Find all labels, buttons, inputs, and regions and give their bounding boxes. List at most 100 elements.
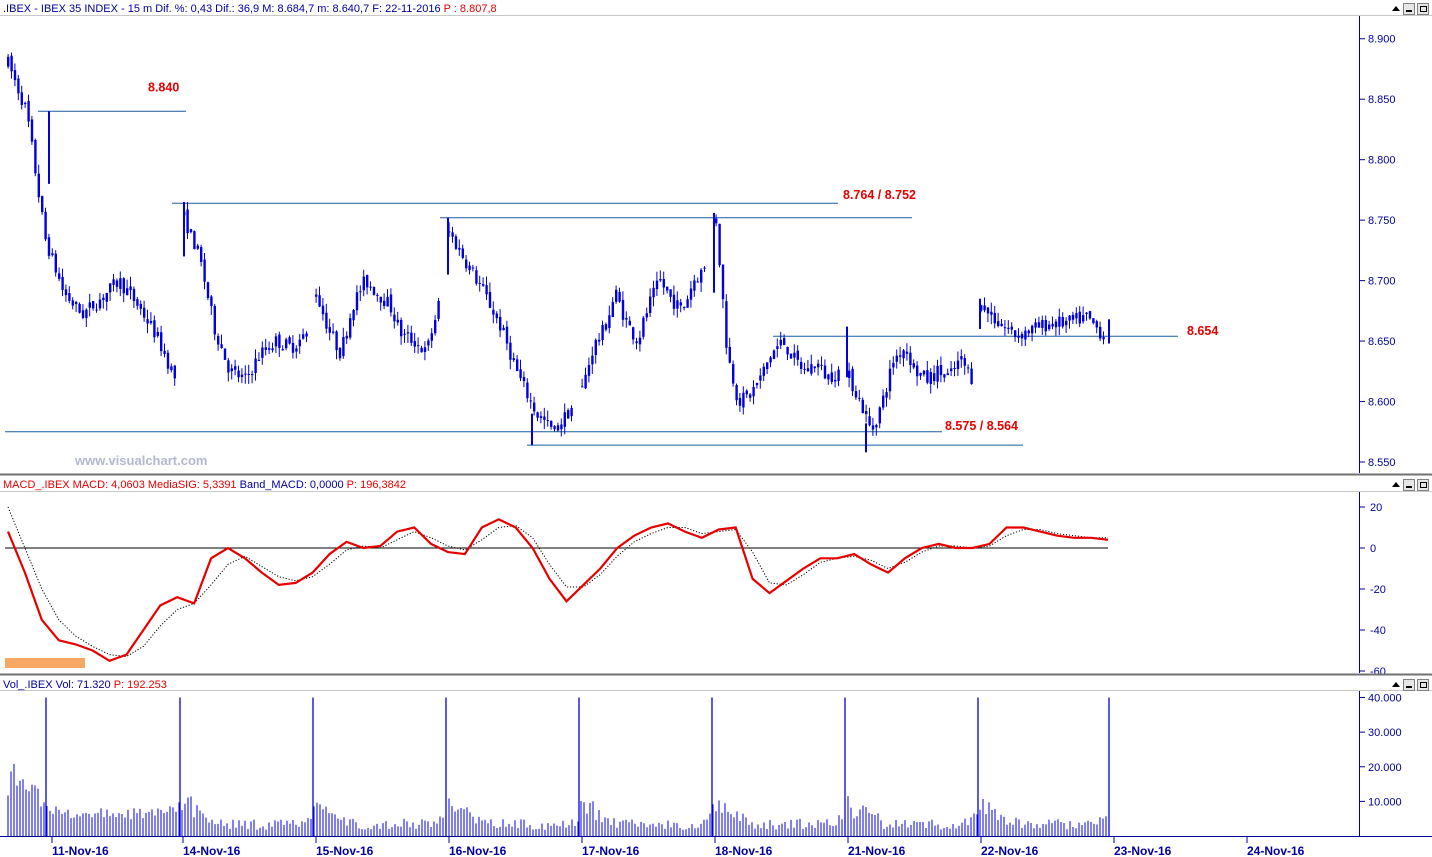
candle-body [865,411,868,415]
candle-body [488,292,492,308]
candle-body [437,300,440,319]
candle-body [1085,312,1088,314]
candle-body [570,407,573,417]
candle-body [715,218,718,224]
candle-body [362,276,365,291]
candle-body [601,324,604,340]
candle-body [10,55,13,72]
restore-button[interactable] [1417,479,1429,491]
candle-body [383,300,386,307]
scroll-up-arrow-icon[interactable] [1392,6,1400,11]
candle-body [858,397,861,399]
candle-body [305,333,308,337]
candle-body [721,264,725,300]
minimize-button[interactable] [1403,3,1415,15]
candle-body [936,365,939,382]
candle-body [1037,322,1041,328]
minimize-button[interactable] [1403,479,1415,491]
scroll-up-arrow-icon[interactable] [1392,482,1400,487]
candle-body [742,392,745,408]
macd-y-ticks: 20 0 -20 -40 -60 [1360,502,1386,678]
candle-body [851,368,854,392]
volume-bars [7,697,1110,836]
candle-body [772,350,776,360]
candle-body [556,425,560,431]
candle-body [400,319,403,337]
candle-body [291,342,295,353]
candle-body [369,286,372,288]
candle-body [567,410,570,419]
candle-body [345,335,348,339]
candle-body [543,416,546,420]
candle-body [24,102,27,104]
candle-body [478,283,481,285]
candle-body [696,281,699,283]
candle-body [888,368,892,392]
date-tick-label: 11-Nov-16 [52,844,109,857]
macd-tick-label: -20 [1370,584,1386,596]
restore-button[interactable] [1417,679,1429,691]
level-label: 8.575 / 8.564 [945,419,1018,433]
restore-button[interactable] [1417,3,1429,15]
candle-body [251,374,254,376]
candle-body [335,331,338,351]
price-header: .IBEX - IBEX 35 INDEX - 15 m Dif. %: 0,4… [3,3,497,15]
price-y-ticks: 8.550 8.600 8.650 8.700 8.750 8.800 8.850 8.900 [1360,34,1396,469]
candle-body [1017,335,1020,338]
candle-body [776,346,779,350]
candle-body [210,296,213,306]
candle-body [37,173,40,198]
candle-body [1048,324,1051,330]
candle-body [88,302,91,308]
candle-body [352,310,355,321]
candle-body [946,373,949,376]
candle-body [738,397,742,406]
candle-body [990,311,993,315]
candle-body [526,382,529,399]
candle-body [581,386,584,388]
candle-body [550,420,553,427]
candle-body [68,293,71,301]
candle-body [933,373,936,382]
price-tick-label: 8.750 [1368,215,1396,227]
candle-body [895,355,898,362]
minimize-button[interactable] [1403,679,1415,691]
candle-body [247,374,250,376]
volume-tick-label: 30.000 [1368,727,1402,739]
candle-body [786,346,789,355]
price-tick-label: 8.900 [1368,34,1396,46]
candle-body [783,337,786,345]
candle-body [950,368,953,372]
volume-panel: Vol_.IBEX Vol: 71.320 P: 192.253 40.000 3… [0,679,1432,836]
candle-body [220,344,223,349]
candle-body [669,289,672,297]
candle-body [967,367,970,369]
candle-body [672,294,676,309]
candle-body [461,248,464,258]
candle-body [916,365,919,377]
candle-body [806,368,810,372]
candle-body [34,140,37,174]
level-label: 8.764 / 8.752 [843,188,916,202]
candle-body [372,287,376,295]
candle-body [752,386,755,397]
macd-tick-label: 0 [1370,543,1376,555]
price-tick-label: 8.850 [1368,94,1396,106]
candle-body [458,247,461,250]
candle-body [611,302,614,318]
candle-body [386,296,389,307]
candle-body [632,327,635,340]
candle-body [1092,318,1095,324]
candle-body [591,355,594,365]
level-label: 8.840 [148,80,179,94]
scroll-up-arrow-icon[interactable] [1392,682,1400,687]
panel-controls [1392,3,1429,691]
candle-body [817,363,820,368]
candle-body [47,237,51,256]
candle-body [213,305,216,335]
candle-body [325,312,328,329]
candle-body [827,374,830,380]
candle-body [482,284,485,286]
candle-body [20,92,23,105]
candle-body [234,366,237,370]
